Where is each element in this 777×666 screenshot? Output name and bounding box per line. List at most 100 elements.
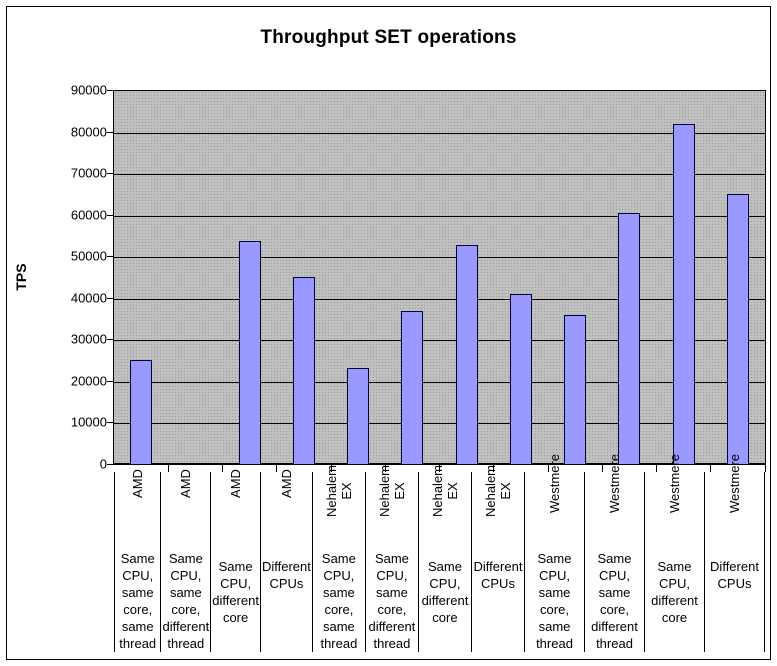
x-axis-category-description-line: CPUs xyxy=(717,576,752,591)
x-axis-category-description-line: same xyxy=(598,585,631,600)
x-axis-tick-mark xyxy=(385,465,441,472)
gridline xyxy=(114,133,765,134)
x-axis-category-description-line: core, xyxy=(377,602,407,617)
y-axis-tick-label: 80000 xyxy=(70,124,107,140)
y-axis-tick-mark xyxy=(107,381,113,382)
x-axis-category-description: Same CPU, same core, different thread xyxy=(366,550,418,652)
y-axis-tick-label: 20000 xyxy=(70,373,107,389)
x-axis-tick-marks xyxy=(114,465,766,472)
x-axis-category-cell: Westmere Same CPU, same core, same thread xyxy=(524,454,584,652)
x-axis-category-cell: Nehalem EX Different CPUs xyxy=(470,465,524,652)
x-axis-category-description-line: CPU, xyxy=(658,576,691,591)
x-axis-category-description-line: CPU, xyxy=(122,568,154,583)
y-axis-tick-marks xyxy=(7,90,117,465)
x-axis-category-description-line: Same xyxy=(218,559,253,574)
bar-slot xyxy=(548,91,602,464)
x-axis-category-description-line: same xyxy=(376,585,408,600)
x-axis-tick-mark xyxy=(711,465,766,472)
x-axis-category-description: Different CPUs xyxy=(472,558,524,592)
x-axis-tick-mark xyxy=(331,465,387,472)
x-axis-cpu-label-text: AMD xyxy=(278,469,294,498)
bar-slot xyxy=(440,91,494,464)
gridline xyxy=(114,174,765,175)
bar-slot xyxy=(168,91,222,464)
bar[interactable] xyxy=(347,368,370,464)
bar[interactable] xyxy=(130,359,153,464)
x-axis-category-description: Same CPU, same core, same thread xyxy=(525,550,584,652)
x-axis-category-description-line: different xyxy=(162,619,210,634)
x-axis-category-description-line: CPU, xyxy=(376,568,408,583)
bar-slot xyxy=(331,91,385,464)
y-axis-tick-mark xyxy=(107,173,113,174)
x-axis-category-description-line: same xyxy=(322,619,355,634)
bar[interactable] xyxy=(564,315,587,464)
y-axis-tick-mark xyxy=(107,298,113,299)
bar-slot xyxy=(711,91,765,464)
gridline xyxy=(114,340,765,341)
x-axis-cpu-label: AMD xyxy=(272,469,301,550)
x-axis-category-cell: AMD Different CPUs xyxy=(259,469,312,652)
bar-slot xyxy=(657,91,711,464)
x-axis-category-cell: AMD Same CPU, same core, same thread xyxy=(114,469,160,652)
bar[interactable] xyxy=(509,293,532,464)
x-axis-category-description-line: Same xyxy=(427,559,462,574)
y-axis-tick-mark xyxy=(107,339,113,340)
x-axis-category-description-line: same xyxy=(538,619,571,634)
x-axis-category-description-line: same xyxy=(121,619,154,634)
x-axis-cpu-label: Nehalem EX xyxy=(419,465,471,550)
x-axis-category-cell: Nehalem EX Same CPU, same core, different threa… xyxy=(364,465,418,652)
x-axis-category-description-line: Same xyxy=(120,551,155,566)
x-axis-category-description-line: Same xyxy=(657,559,692,574)
x-axis-cpu-label: AMD xyxy=(171,469,200,542)
bar[interactable] xyxy=(672,124,695,464)
y-axis-tick-label: 50000 xyxy=(70,248,107,264)
x-axis-category-cell: Nehalem EX Same CPU, same core, same thread xyxy=(311,465,365,652)
x-axis-category-description-line: Same xyxy=(321,551,356,566)
x-axis-category-description-line: Same xyxy=(537,551,572,566)
y-axis-tick-label: 70000 xyxy=(70,165,107,181)
y-axis-tick-label: 10000 xyxy=(70,414,107,430)
bar[interactable] xyxy=(726,193,749,464)
bar[interactable] xyxy=(238,240,261,464)
bar[interactable] xyxy=(401,310,424,464)
x-axis-category-description-line: different xyxy=(368,619,416,634)
x-axis-category-description-line: Same xyxy=(597,551,632,566)
y-axis-tick-mark xyxy=(107,422,113,423)
chart-frame: Throughput SET operations TPS 90000 80000… xyxy=(6,6,771,660)
x-axis-category-description-line: Same xyxy=(168,551,203,566)
x-axis-category-description-line: same xyxy=(322,585,355,600)
bar[interactable] xyxy=(292,277,315,464)
bar[interactable] xyxy=(618,213,641,464)
x-axis-tick-mark xyxy=(114,465,170,472)
x-axis-cpu-label-text: Nehalem EX xyxy=(429,464,460,518)
x-axis-category-description-line: core xyxy=(222,610,249,625)
bar[interactable] xyxy=(455,244,478,464)
y-axis-tick-label: 90000 xyxy=(70,82,107,98)
x-axis-category-description: Different CPUs xyxy=(261,558,312,592)
x-axis-category-description-line: core xyxy=(661,610,688,625)
x-axis-category-description: Different CPUs xyxy=(705,558,764,592)
x-axis-category-cell: Nehalem EX Same CPU, different core xyxy=(417,465,471,652)
x-axis-category-table: AMD Same CPU, same core, same thread AMD Same CPU… xyxy=(114,454,765,652)
x-axis-category-description: Same CPU, same core, different thread xyxy=(161,550,210,652)
x-axis-category-description-line: CPU, xyxy=(598,568,631,583)
x-axis-category-description-line: CPU, xyxy=(170,568,202,583)
x-axis-cpu-label: Westmere xyxy=(585,454,644,542)
x-axis-category-description-line: CPUs xyxy=(481,576,515,591)
x-axis-category-description-line: core, xyxy=(123,602,153,617)
x-axis-category-description-line: Same xyxy=(374,551,409,566)
x-axis-category-description: Same CPU, different core xyxy=(211,558,260,626)
gridline xyxy=(114,423,765,424)
x-axis-category-description-line: thread xyxy=(119,636,157,651)
x-axis-category-cell: AMD Same CPU, same core, different thread xyxy=(160,469,210,652)
x-axis-cpu-label-text: AMD xyxy=(130,469,146,498)
x-axis-category-description-line: different xyxy=(651,593,698,608)
x-axis-category-description: Same CPU, same core, same thread xyxy=(115,550,160,652)
x-axis-cpu-label-text: AMD xyxy=(178,469,194,498)
x-axis-category-description-line: same xyxy=(538,585,571,600)
x-axis-tick-mark xyxy=(657,465,712,472)
x-axis-category-cell: Westmere Same CPU, different core xyxy=(644,454,704,652)
y-axis-tick-label: 30000 xyxy=(70,331,107,347)
bar-series xyxy=(114,91,765,464)
x-axis-category-description-line: thread xyxy=(167,636,205,651)
